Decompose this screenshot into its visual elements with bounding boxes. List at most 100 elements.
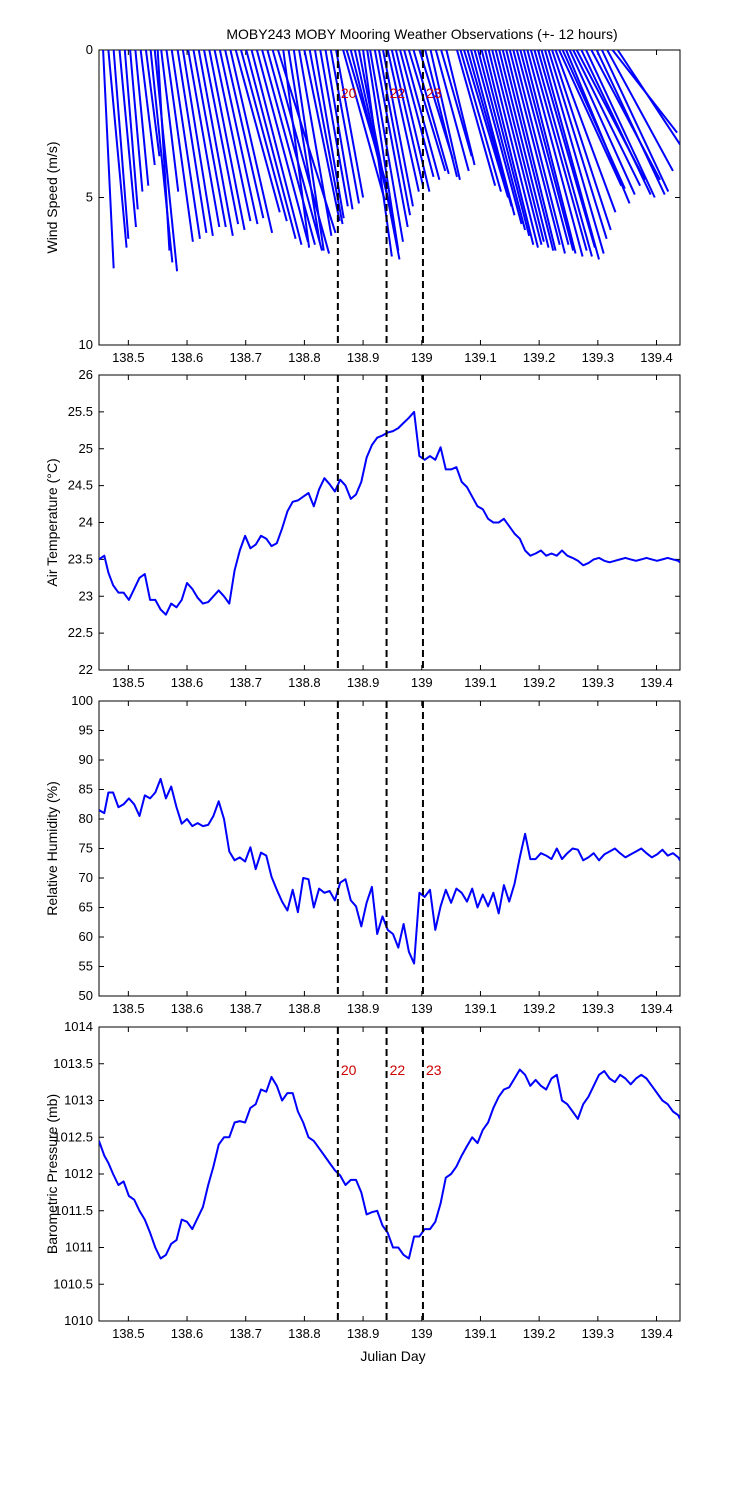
- x-tick-label: 138.8: [288, 1326, 321, 1341]
- x-tick-label: 138.6: [171, 1001, 204, 1016]
- y-tick-label: 24: [79, 515, 93, 530]
- wind-stick: [234, 50, 281, 213]
- x-tick-label: 139.1: [464, 350, 497, 365]
- y-tick-label: 1014: [64, 1019, 93, 1034]
- wind-stick: [298, 50, 333, 237]
- axes-frame: [98, 1026, 681, 1322]
- wind-stick: [129, 50, 144, 192]
- wind-stick: [382, 50, 414, 207]
- x-tick-label: 139.3: [582, 1001, 615, 1016]
- wind-stick: [170, 50, 201, 239]
- wind-stick: [606, 50, 674, 172]
- wind-stick: [255, 50, 309, 243]
- x-tick-label: 138.6: [171, 1326, 204, 1341]
- y-tick-label: 24.5: [68, 478, 93, 493]
- y-tick-label: 1012: [64, 1166, 93, 1181]
- wind-stick: [377, 50, 412, 216]
- x-tick-label: 139.3: [582, 1326, 615, 1341]
- x-tick-label: 138.5: [112, 350, 145, 365]
- x-tick-label: 138.9: [347, 350, 380, 365]
- wind-stick: [445, 50, 476, 166]
- data-layer: [102, 50, 680, 272]
- wind-stick: [585, 50, 656, 198]
- y-tick-label: 1010.5: [53, 1276, 93, 1291]
- wind-stick: [139, 50, 156, 166]
- panel-air-temperature: 138.5 138.6 138.7 138.8 138.9 139 139.1 139.2 13…: [44, 367, 681, 690]
- wind-stick: [484, 50, 535, 245]
- wind-stick: [434, 50, 470, 172]
- data-layer: [99, 777, 680, 965]
- x-tick-label: 138.8: [288, 1001, 321, 1016]
- x-tick-label: 138.7: [229, 675, 262, 690]
- x-tick-label: 139.3: [582, 675, 615, 690]
- wind-stick: [266, 50, 323, 251]
- x-tick-label: 138.7: [229, 350, 262, 365]
- wind-stick: [358, 50, 401, 260]
- axes-frame: [98, 700, 681, 997]
- wind-stick: [565, 50, 631, 204]
- x-tick-label: 138.5: [112, 675, 145, 690]
- y-tick-label: 26: [79, 367, 93, 382]
- wind-stick: [329, 50, 360, 204]
- wind-stick: [245, 50, 297, 240]
- wind-stick: [187, 50, 221, 228]
- wind-stick: [505, 50, 557, 251]
- wind-stick: [123, 50, 139, 210]
- panel-wind: 138.5 138.6 138.7 138.8 138.9 139 139.1 139.2 13…: [44, 42, 681, 365]
- series-line: [99, 777, 680, 965]
- x-tick-label: 139.4: [640, 1001, 673, 1016]
- wind-stick: [107, 50, 128, 248]
- wind-stick: [156, 50, 171, 251]
- x-tick-label: 138.8: [288, 350, 321, 365]
- x-axis-label: Julian Day: [360, 1348, 425, 1364]
- event-marker-label: 20: [341, 85, 357, 101]
- wind-stick: [335, 50, 365, 198]
- wind-stick: [519, 50, 575, 251]
- x-tick-label: 138.7: [229, 1001, 262, 1016]
- y-tick-label: 95: [79, 723, 93, 738]
- y-tick-label: 1012.5: [53, 1129, 93, 1144]
- event-marker-label: 22: [390, 1062, 406, 1078]
- panel-relative-humidity: 138.5 138.6 138.7 138.8 138.9 139 139.1 139.2 13…: [44, 693, 681, 1016]
- wind-stick: [456, 50, 497, 186]
- wind-stick: [319, 50, 349, 207]
- y-tick-label: 60: [79, 929, 93, 944]
- wind-stick: [480, 50, 531, 237]
- y-tick-label: 75: [79, 841, 93, 856]
- wind-stick: [572, 50, 641, 187]
- y-tick-label: 1013: [64, 1093, 93, 1108]
- wind-stick: [386, 50, 420, 192]
- panel-barometric-pressure: 138.5 138.6 138.7 138.8 138.9 139 139.1 139.2 13…: [44, 1019, 681, 1341]
- wind-stick: [529, 50, 588, 251]
- wind-stick: [369, 50, 404, 242]
- x-tick-label: 139.1: [464, 675, 497, 690]
- x-tick-label: 139.2: [523, 350, 556, 365]
- y-tick-label: 25.5: [68, 404, 93, 419]
- wind-stick: [181, 50, 214, 237]
- wind-stick: [218, 50, 259, 225]
- y-tick-label: 85: [79, 782, 93, 797]
- wind-stick: [466, 50, 513, 207]
- y-tick-label: 1010: [64, 1313, 93, 1328]
- wind-stick: [192, 50, 227, 228]
- x-tick-label: 138.6: [171, 350, 204, 365]
- x-tick-label: 139.4: [640, 1326, 673, 1341]
- y-tick-label: 23.5: [68, 551, 93, 566]
- wind-stick: [533, 50, 593, 257]
- wind-stick: [176, 50, 208, 234]
- x-tick-label: 138.8: [288, 675, 321, 690]
- wind-stick: [440, 50, 473, 157]
- wind-stick: [303, 50, 341, 222]
- y-tick-label: 5: [86, 190, 93, 205]
- wind-stick: [568, 50, 636, 195]
- wind-stick: [229, 50, 274, 234]
- y-tick-label: 1011.5: [54, 1203, 93, 1218]
- wind-stick: [203, 50, 240, 225]
- y-tick-label: 23: [79, 588, 93, 603]
- x-tick-label: 138.9: [347, 1001, 380, 1016]
- data-layer: [99, 410, 680, 616]
- wind-stick: [508, 50, 561, 245]
- y-tick-label: 22.5: [68, 625, 93, 640]
- wind-stick: [240, 50, 288, 222]
- wind-stick: [522, 50, 577, 254]
